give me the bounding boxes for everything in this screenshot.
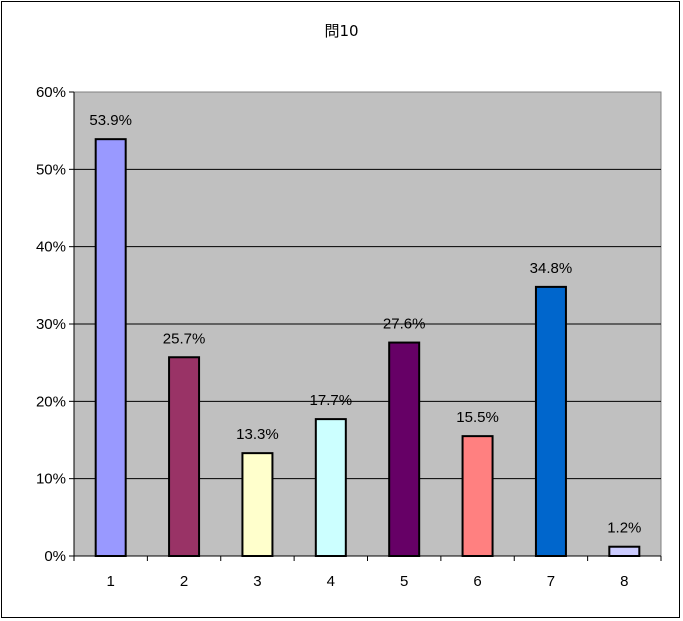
data-label-4: 17.7% (310, 392, 353, 409)
y-tick-label: 20% (36, 393, 66, 410)
x-tick-label: 7 (547, 573, 555, 590)
x-tick-label: 3 (253, 573, 261, 590)
data-label-5: 27.6% (383, 316, 426, 333)
bar-6 (461, 435, 494, 557)
y-tick-label: 10% (36, 471, 66, 488)
x-tick-label: 5 (400, 573, 408, 590)
data-label-3: 13.3% (236, 426, 279, 443)
y-tick-label: 30% (36, 316, 66, 333)
bar-3 (241, 452, 274, 557)
x-tick-label: 8 (620, 573, 628, 590)
bar-4 (314, 418, 347, 557)
data-label-7: 34.8% (530, 260, 573, 277)
data-label-6: 15.5% (456, 409, 499, 426)
bar-8 (608, 545, 641, 557)
bar-1 (94, 138, 127, 557)
chart-title: 問10 (324, 22, 359, 40)
x-tick-label: 1 (107, 573, 115, 590)
y-tick-label: 0% (44, 548, 66, 565)
bar-7 (534, 285, 567, 557)
bar-5 (388, 341, 421, 557)
x-tick-label: 4 (327, 573, 335, 590)
y-tick-label: 50% (36, 161, 66, 178)
data-label-8: 1.2% (607, 520, 641, 537)
y-tick-label: 60% (36, 84, 66, 101)
x-tick-label: 6 (473, 573, 481, 590)
data-label-2: 25.7% (163, 330, 206, 347)
bar-2 (168, 356, 201, 557)
x-tick-label: 2 (180, 573, 188, 590)
y-tick-label: 40% (36, 239, 66, 256)
data-label-1: 53.9% (89, 112, 132, 129)
